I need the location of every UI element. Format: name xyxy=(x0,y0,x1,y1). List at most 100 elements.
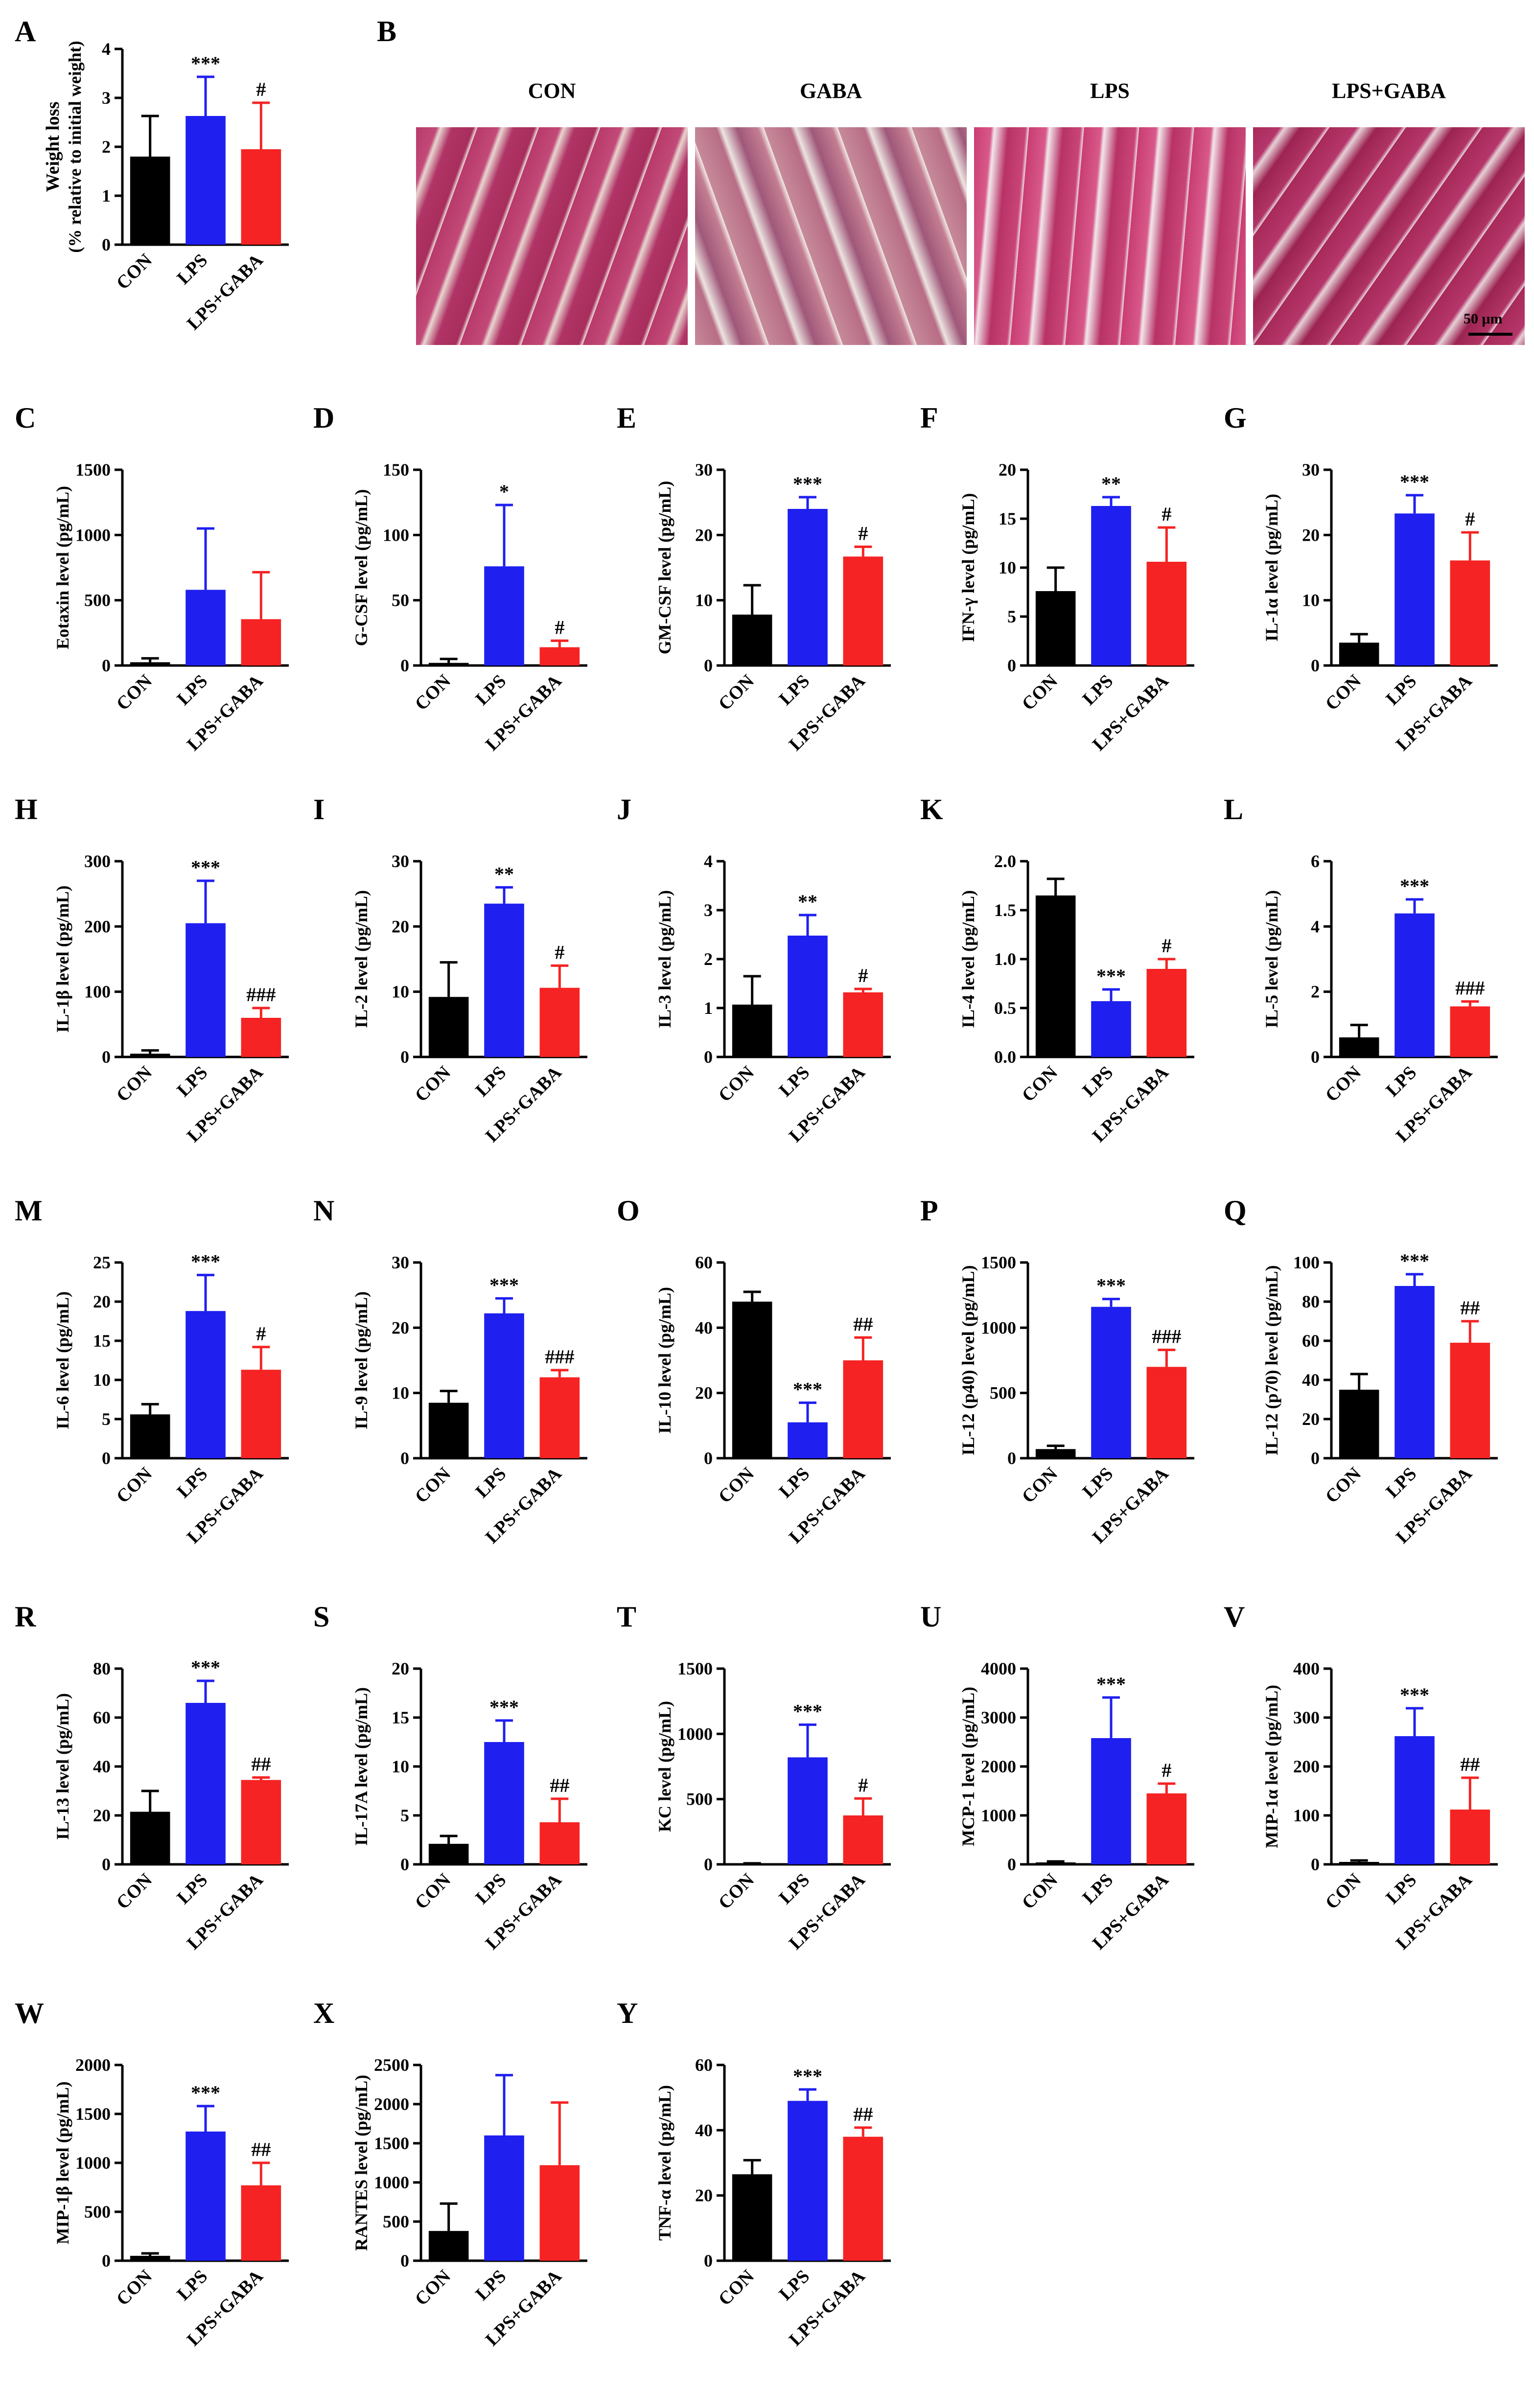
y-tick-label: 30 xyxy=(392,1253,409,1272)
y-tick-label: 2500 xyxy=(374,2055,409,2075)
y-tick-label: 500 xyxy=(383,2212,409,2231)
y-tick-label: 10 xyxy=(392,982,409,1002)
significance-label: *** xyxy=(793,2065,822,2087)
significance-label: ## xyxy=(251,2138,271,2160)
y-tick-label: 2 xyxy=(102,137,111,157)
bar-con xyxy=(732,2174,772,2261)
y-tick-label: 1500 xyxy=(677,1659,713,1678)
y-tick-label: 0 xyxy=(704,1855,713,1874)
panel-letter-K: K xyxy=(920,793,943,826)
significance-label: *** xyxy=(1096,1673,1126,1695)
y-tick-label: 0 xyxy=(1007,1855,1016,1874)
significance-label: ** xyxy=(798,891,817,913)
y-tick-label: 0 xyxy=(102,1855,111,1874)
chart-panel-C: C Eotaxin level (pg/mL) 0 500 1000 1500 CON LPS… xyxy=(15,402,308,812)
y-tick-label: 100 xyxy=(1293,1253,1320,1272)
bar-chart-L: IL-5 level (pg/mL)0246CON***LPS###LPS+GA… xyxy=(1262,851,1498,1147)
bar-lps-gaba xyxy=(1146,969,1187,1057)
bar-lps xyxy=(186,590,226,665)
x-tick-label: LPS xyxy=(775,1464,813,1502)
y-tick-label: 10 xyxy=(392,1383,409,1403)
bar-lps-gaba xyxy=(1146,1367,1187,1458)
x-tick-label: CON xyxy=(411,671,455,714)
bar-lps xyxy=(1091,1001,1131,1057)
y-axis-label: G-CSF level (pg/mL) xyxy=(351,489,371,646)
x-tick-label: LPS xyxy=(1078,1870,1117,1908)
y-tick-label: 20 xyxy=(93,1806,111,1825)
bar-chart-F: IFN-γ level (pg/mL)05101520CON**LPS#LPS+… xyxy=(958,460,1194,755)
panel-letter-I: I xyxy=(313,793,325,826)
x-tick-label: CON xyxy=(1322,671,1365,714)
bar-con xyxy=(428,663,469,665)
significance-label: *** xyxy=(191,1656,220,1678)
significance-label: # xyxy=(858,964,868,986)
significance-label: # xyxy=(1162,935,1171,957)
y-tick-label: 0 xyxy=(102,656,111,675)
y-tick-label: 0 xyxy=(704,1047,713,1067)
y-tick-label: 0 xyxy=(102,1448,111,1468)
bar-chart-S: IL-17A level (pg/mL)05101520CON***LPS##L… xyxy=(351,1659,587,1954)
x-tick-label: LPS xyxy=(775,1870,813,1908)
bar-con xyxy=(130,1812,170,1864)
scale-bar-label: 50 μm xyxy=(1464,311,1503,327)
x-tick-label: LPS xyxy=(1382,1870,1420,1908)
y-tick-label: 4 xyxy=(704,851,713,871)
x-tick-label: LPS xyxy=(173,1464,211,1502)
y-tick-label: 80 xyxy=(1302,1292,1320,1311)
y-axis-label: GM-CSF level (pg/mL) xyxy=(655,481,674,655)
significance-label: # xyxy=(1162,503,1171,525)
y-tick-label: 40 xyxy=(695,2120,713,2140)
y-tick-label: 20 xyxy=(392,1318,409,1337)
y-tick-label: 10 xyxy=(999,558,1016,577)
bar-lps xyxy=(1091,1738,1131,1864)
panel-letter-Y: Y xyxy=(617,1997,638,2029)
x-tick-label: LPS xyxy=(471,1464,510,1502)
bar-chart-K: IL-4 level (pg/mL) 0.0 0.5 1.0 1.5 2.0 CON *** L… xyxy=(958,851,1194,1147)
bar-lps xyxy=(1395,1286,1435,1458)
y-tick-label: 2000 xyxy=(374,2094,409,2114)
y-tick-label: 0 xyxy=(102,2251,111,2270)
y-tick-label: 2 xyxy=(1311,982,1320,1002)
bar-chart-Q: IL-12 (p70) level (pg/mL) 0 20 40 60 80 100 CON… xyxy=(1262,1250,1498,1548)
y-tick-label: 1000 xyxy=(75,2153,111,2173)
y-tick-label: 20 xyxy=(392,1659,409,1678)
x-tick-label: LPS xyxy=(173,1062,211,1101)
significance-label: ### xyxy=(1152,1326,1181,1348)
bar-con xyxy=(1035,591,1076,665)
bar-lps xyxy=(788,1757,828,1864)
y-tick-label: 20 xyxy=(392,917,409,936)
bar-lps-gaba xyxy=(843,2136,883,2261)
significance-label: # xyxy=(555,941,564,963)
y-tick-label: 20 xyxy=(695,1383,713,1403)
bar-chart-A: Weight loss (% relative to initial weight… xyxy=(43,39,289,334)
y-tick-label: 200 xyxy=(1293,1757,1320,1776)
panel-letter-L: L xyxy=(1224,793,1244,826)
y-tick-label: 60 xyxy=(93,1708,111,1727)
y-axis-label: Eotaxin level (pg/mL) xyxy=(53,486,72,649)
y-axis-label: IL-4 level (pg/mL) xyxy=(958,890,978,1028)
y-tick-label: 1000 xyxy=(75,525,111,545)
significance-label: ### xyxy=(545,1346,574,1368)
bar-chart-P: IL-12 (p40) level (pg/mL) 0 500 1000 1500 CON… xyxy=(958,1253,1194,1548)
chart-panel-L: L IL-5 level (pg/mL) 0 2 4 6 CON *** LPS ### LPS+G… xyxy=(1224,793,1517,1204)
bar-lps xyxy=(186,1703,226,1864)
x-tick-label: LPS xyxy=(471,2266,510,2305)
bar-lps-gaba xyxy=(241,1780,281,1864)
histology-label: GABA xyxy=(799,79,862,103)
y-tick-label: 10 xyxy=(93,1370,111,1390)
significance-label: *** xyxy=(191,1251,220,1273)
y-axis-label: IL-12 (p40) level (pg/mL) xyxy=(958,1265,978,1456)
significance-label: ** xyxy=(1101,473,1121,495)
significance-label: *** xyxy=(793,473,822,495)
y-axis-label: IL-1β level (pg/mL) xyxy=(53,886,72,1033)
y-tick-label: 1 xyxy=(102,186,111,206)
chart-panel-Q: Q IL-12 (p70) level (pg/mL) 0 20 40 60 80 100 CO… xyxy=(1224,1194,1517,1605)
chart-panel-U: U MCP-1 level (pg/mL) 0 1000 2000 3000 4000 CON… xyxy=(920,1601,1214,2011)
chart-panel-K: K IL-4 level (pg/mL) 0.0 0.5 1.0 1.5 2.0 CON ***… xyxy=(920,793,1214,1204)
significance-label: # xyxy=(555,616,564,638)
x-tick-label: LPS xyxy=(173,2266,211,2305)
y-tick-label: 10 xyxy=(695,591,713,610)
y-tick-label: 100 xyxy=(84,982,111,1002)
significance-label: *** xyxy=(793,1378,822,1400)
y-tick-label: 100 xyxy=(383,525,409,545)
